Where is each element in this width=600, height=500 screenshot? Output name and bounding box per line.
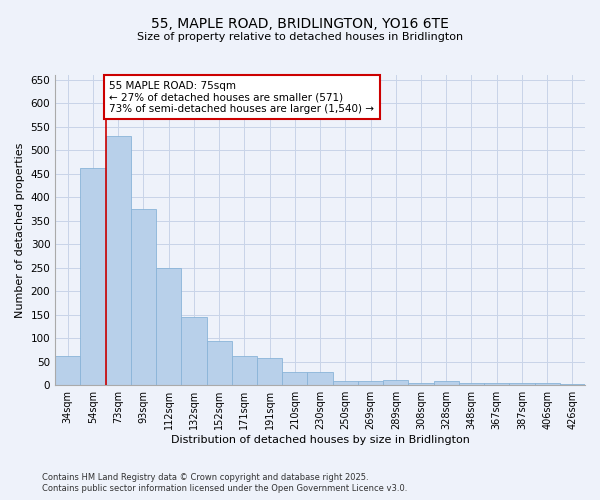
Text: Contains public sector information licensed under the Open Government Licence v3: Contains public sector information licen… xyxy=(42,484,407,493)
Bar xyxy=(409,383,434,385)
Bar xyxy=(282,372,307,385)
Bar xyxy=(55,356,80,385)
Bar xyxy=(332,380,358,385)
Text: 55, MAPLE ROAD, BRIDLINGTON, YO16 6TE: 55, MAPLE ROAD, BRIDLINGTON, YO16 6TE xyxy=(151,18,449,32)
Bar xyxy=(535,384,560,385)
Bar xyxy=(459,383,484,385)
Bar xyxy=(106,136,131,385)
Bar xyxy=(257,358,282,385)
Bar xyxy=(156,268,181,385)
Bar xyxy=(307,372,332,385)
Y-axis label: Number of detached properties: Number of detached properties xyxy=(15,142,25,318)
Bar xyxy=(131,209,156,385)
Text: 55 MAPLE ROAD: 75sqm
← 27% of detached houses are smaller (571)
73% of semi-deta: 55 MAPLE ROAD: 75sqm ← 27% of detached h… xyxy=(109,80,374,114)
Bar xyxy=(358,380,383,385)
Bar xyxy=(484,384,509,385)
Bar xyxy=(383,380,409,385)
Text: Size of property relative to detached houses in Bridlington: Size of property relative to detached ho… xyxy=(137,32,463,42)
Bar xyxy=(560,384,585,385)
Bar xyxy=(181,317,206,385)
Bar xyxy=(434,382,459,385)
Bar xyxy=(509,383,535,385)
Text: Contains HM Land Registry data © Crown copyright and database right 2025.: Contains HM Land Registry data © Crown c… xyxy=(42,472,368,482)
Bar xyxy=(206,342,232,385)
Bar xyxy=(232,356,257,385)
X-axis label: Distribution of detached houses by size in Bridlington: Distribution of detached houses by size … xyxy=(170,435,470,445)
Bar xyxy=(80,168,106,385)
